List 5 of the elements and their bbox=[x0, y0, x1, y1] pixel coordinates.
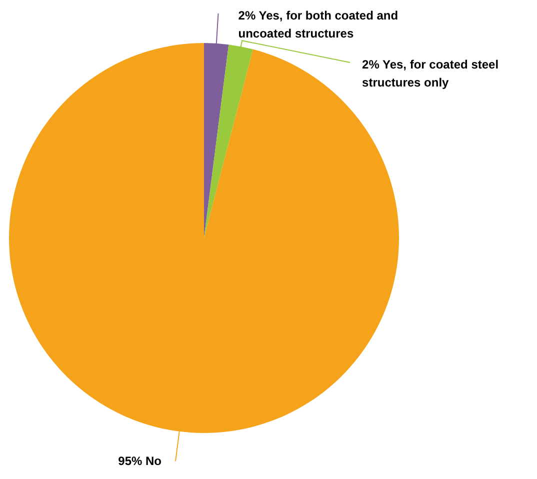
pie-slice bbox=[204, 43, 229, 238]
slice-label: 2% Yes, for both coated and uncoated structures bbox=[238, 8, 398, 40]
slice-label: 2% Yes, for coated steel structures only bbox=[362, 57, 499, 90]
pie-slice bbox=[204, 44, 253, 238]
slice-label: 95% No bbox=[118, 454, 162, 468]
